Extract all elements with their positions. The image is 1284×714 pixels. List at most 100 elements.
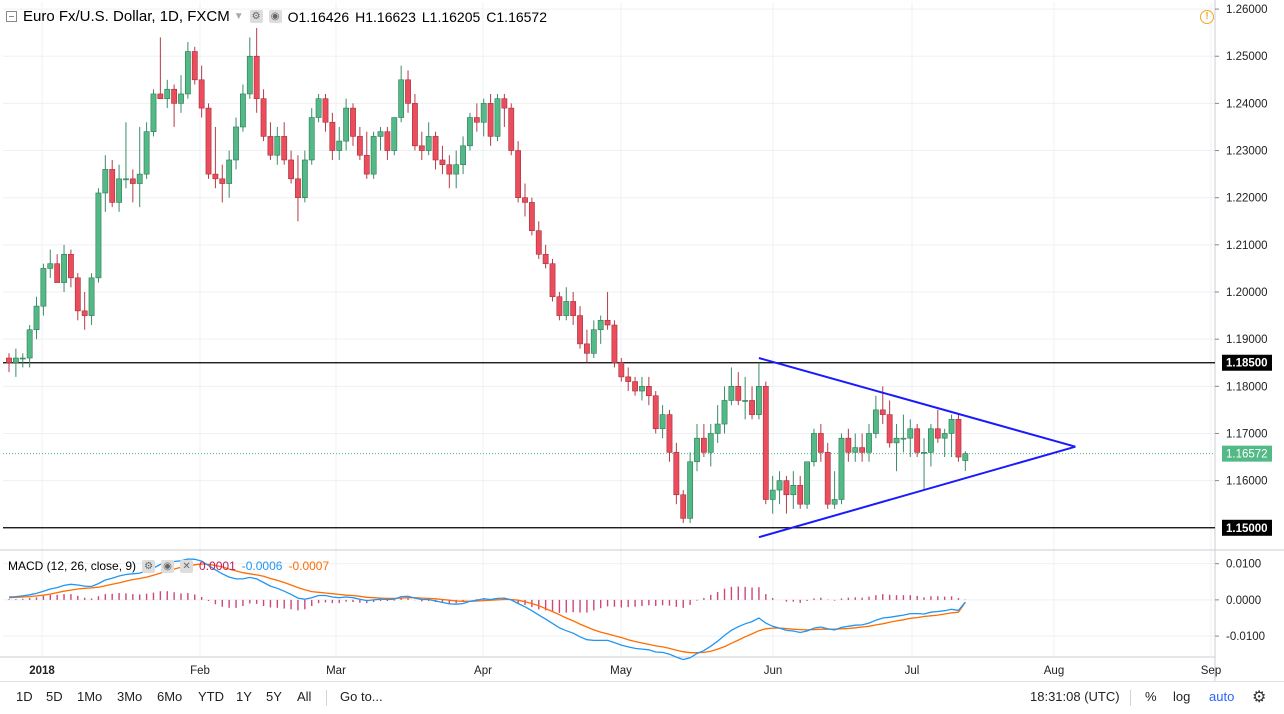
candle (198, 65, 205, 118)
candle (563, 287, 570, 321)
candle (872, 395, 879, 439)
range-ytd[interactable]: YTD (198, 689, 224, 704)
candle (295, 155, 301, 222)
candle (687, 452, 694, 524)
candle-body (136, 173, 143, 184)
range-6mo[interactable]: 6Mo (157, 689, 183, 704)
candle-body (824, 452, 831, 505)
candle (893, 424, 900, 472)
candle (508, 103, 515, 156)
range-5d[interactable]: 5D (46, 689, 63, 704)
candle-body (233, 126, 239, 161)
candle (184, 42, 191, 99)
grid (0, 0, 1284, 681)
candle-body (928, 428, 934, 453)
macd-title[interactable]: MACD (12, 26, close, 9) (8, 559, 137, 573)
candle-body (632, 381, 638, 392)
time-tick-label: Jun (764, 665, 783, 677)
candle-body (212, 173, 219, 180)
candle-body (680, 494, 687, 519)
candle (487, 93, 494, 146)
log-toggle[interactable]: log (1173, 689, 1191, 704)
percent-toggle[interactable]: % (1145, 689, 1157, 704)
candle-body (941, 433, 948, 439)
candle-body (350, 107, 356, 137)
candle (866, 424, 872, 462)
hide-icon[interactable]: ◉ (268, 10, 282, 23)
candle-body (604, 319, 611, 326)
range-1d[interactable]: 1D (16, 689, 33, 704)
candle-body (281, 136, 288, 161)
symbol-title[interactable]: Euro Fx/U.S. Dollar, 1D, FXCM (23, 8, 230, 25)
candle (673, 442, 680, 505)
candle-body (253, 55, 260, 99)
candle-body (597, 319, 604, 331)
close-icon[interactable]: ✕ (180, 559, 194, 573)
candle-body (921, 452, 927, 454)
ohlc-open: O1.16426 (287, 8, 350, 25)
candle (143, 122, 150, 179)
candle-body (659, 414, 666, 430)
price-tick-label: 1.22000 (1226, 193, 1268, 205)
settings-icon[interactable]: ⚙ (142, 559, 156, 573)
range-5y[interactable]: 5Y (266, 689, 282, 704)
macd-legend: MACD (12, 26, close, 9) ⚙ ◉ ✕ 0.0001 -0.… (8, 559, 329, 573)
candle (191, 46, 198, 85)
candle (597, 315, 604, 344)
candle-body (625, 376, 632, 382)
clock-time[interactable]: 18:31:08 (UTC) (1030, 689, 1120, 704)
hide-icon[interactable]: ◉ (161, 559, 175, 573)
candle (886, 400, 893, 448)
chevron-down-icon[interactable]: ▼ (233, 11, 244, 22)
range-1mo[interactable]: 1Mo (77, 689, 103, 704)
candle-body (184, 51, 191, 95)
candle (522, 183, 528, 217)
candle-body (645, 386, 652, 397)
price-tick-label: 1.18000 (1226, 381, 1268, 393)
candle (81, 292, 88, 330)
candle (941, 428, 948, 458)
candle-body (666, 414, 673, 453)
candle (756, 362, 762, 420)
candle-body (522, 197, 528, 203)
collapse-icon[interactable] (6, 11, 17, 22)
last-price-label: 1.16572 (1226, 449, 1268, 461)
gear-icon[interactable]: ⚙ (1252, 689, 1267, 706)
candle (604, 292, 611, 330)
time-tick-label: Aug (1044, 665, 1064, 677)
range-all[interactable]: All (297, 689, 312, 704)
candle-body (611, 324, 618, 364)
level-price-label: 1.18500 (1226, 358, 1268, 370)
range-1y[interactable]: 1Y (236, 689, 252, 704)
ohlc-close: C1.16572 (486, 8, 547, 25)
candle-body (74, 277, 81, 312)
candle-body (26, 329, 33, 359)
candle-body (377, 131, 384, 137)
settings-icon[interactable]: ⚙ (249, 10, 263, 23)
candle-body (948, 419, 955, 434)
clock-alert-icon[interactable]: ! (1200, 10, 1214, 24)
candle (962, 451, 969, 471)
candle (240, 84, 246, 132)
candle-body (570, 301, 577, 316)
candle-body (246, 55, 253, 95)
auto-toggle[interactable]: auto (1209, 689, 1235, 704)
candle (233, 117, 239, 170)
candle-body (398, 79, 405, 118)
candle (907, 419, 914, 458)
candle-body (370, 136, 377, 175)
range-3mo[interactable]: 3Mo (117, 689, 143, 704)
candle (742, 376, 749, 420)
time-tick-label: Jul (905, 665, 920, 677)
candle-body (584, 343, 590, 354)
candle-body (425, 136, 432, 151)
candle (584, 329, 590, 363)
candle (639, 376, 645, 401)
ohlc-high: H1.16623 (355, 8, 416, 25)
candle-body (700, 437, 707, 453)
candle-body (467, 117, 473, 147)
candle (109, 159, 116, 208)
goto-button[interactable]: Go to... (340, 689, 383, 704)
candle-body (384, 131, 391, 151)
